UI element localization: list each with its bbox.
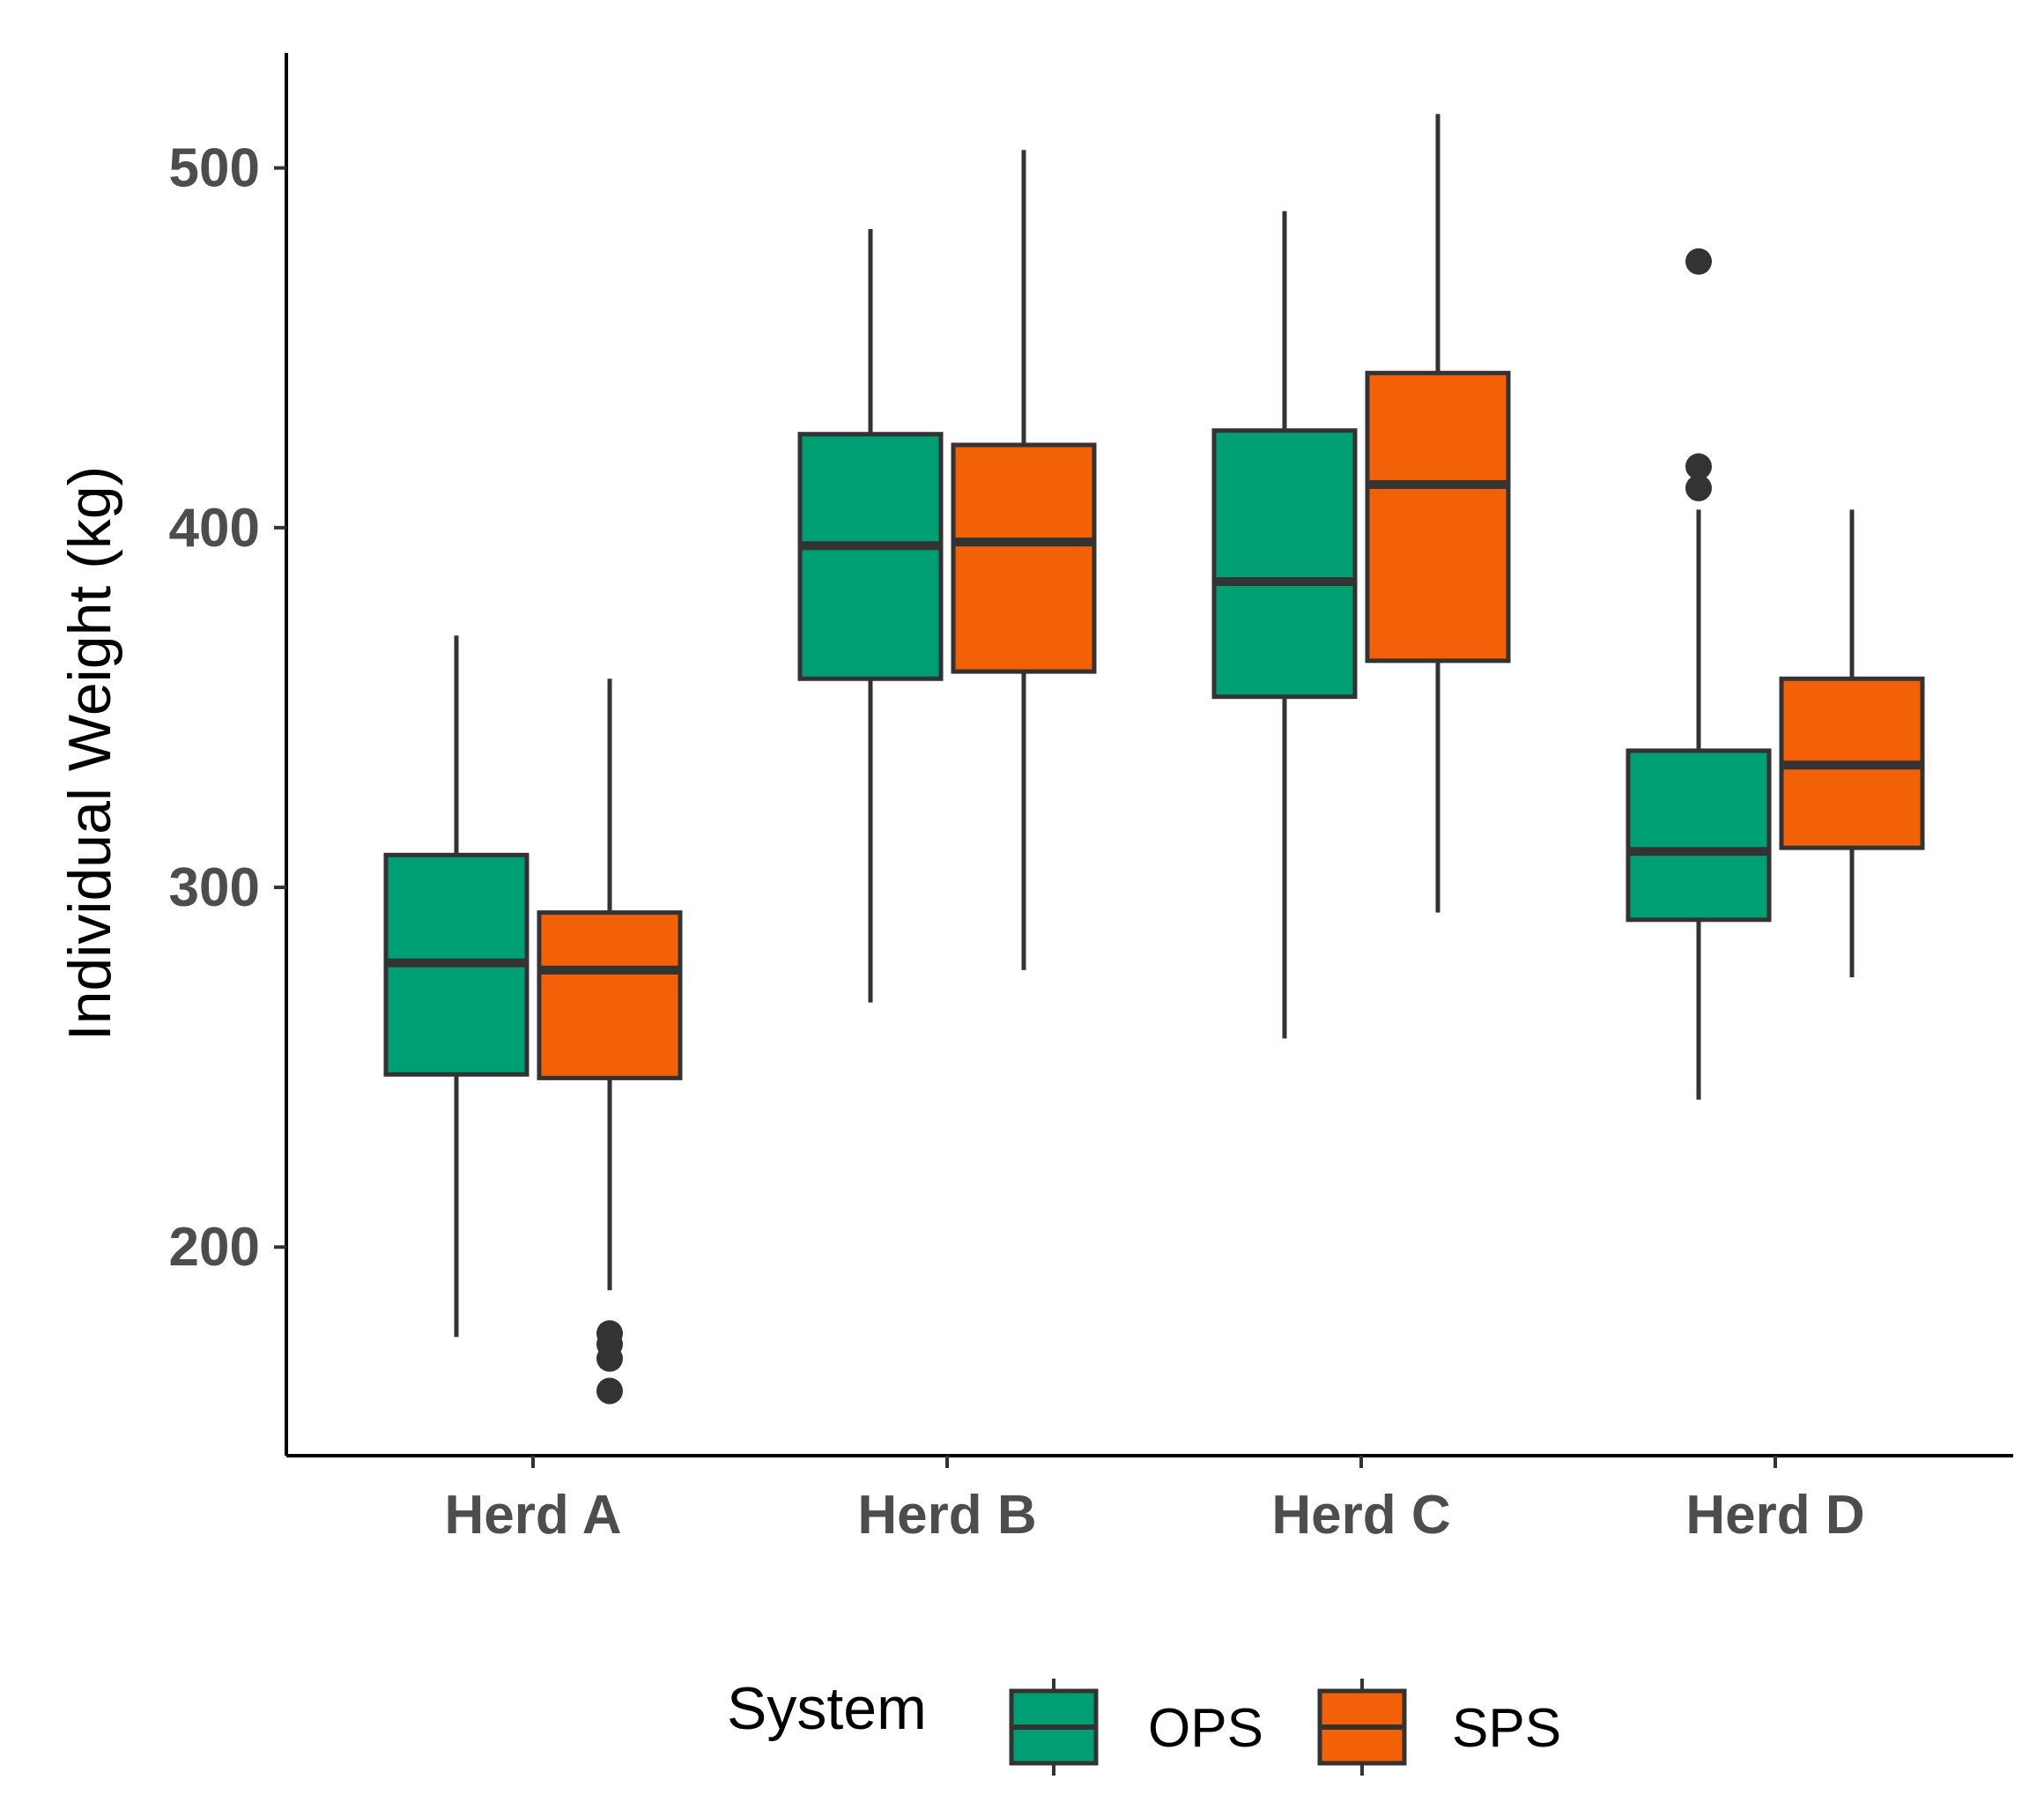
outlier-point [596, 1345, 623, 1372]
x-tick-label: Herd C [1271, 1485, 1450, 1546]
y-tick-label: 200 [169, 1217, 260, 1278]
legend-title: System [727, 1675, 927, 1742]
outlier-point [1685, 453, 1712, 480]
y-axis-title: Individual Weight (kg) [56, 466, 123, 1042]
y-tick-label: 400 [169, 498, 260, 559]
box-body [951, 442, 1097, 674]
x-tick-label: Herd D [1685, 1485, 1864, 1546]
y-tick-label: 500 [169, 138, 260, 199]
box-body [1365, 370, 1511, 664]
box-sps-herd-b [951, 150, 1097, 970]
box-sps-herd-a [537, 679, 683, 1405]
box-body [797, 432, 944, 681]
box-ops-herd-c [1211, 211, 1358, 1039]
box-ops-herd-a [383, 635, 530, 1338]
x-tick-label: Herd A [445, 1485, 622, 1546]
box-body [1211, 428, 1358, 700]
axes-layer: 200 300 400 500 Herd A Herd B Herd C Herd D [169, 53, 2013, 1546]
boxes-layer [383, 114, 1925, 1405]
box-ops-herd-b [797, 229, 944, 1003]
legend-label-ops: OPS [1148, 1698, 1263, 1759]
box-sps-herd-d [1779, 509, 1925, 978]
box-body [1626, 748, 1772, 923]
box-body [537, 910, 683, 1080]
legend: System OPS SPS [727, 1675, 1561, 1776]
legend-label-sps: SPS [1452, 1698, 1561, 1759]
outlier-point [1685, 474, 1712, 501]
box-sps-herd-c [1365, 114, 1511, 913]
outlier-point [596, 1377, 623, 1405]
outlier-point [1685, 248, 1712, 275]
y-tick-label: 300 [169, 857, 260, 918]
legend-key-ops [1009, 1679, 1099, 1776]
x-tick-label: Herd B [857, 1485, 1036, 1546]
legend-key-sps [1317, 1679, 1407, 1776]
box-ops-herd-d [1626, 248, 1772, 1100]
